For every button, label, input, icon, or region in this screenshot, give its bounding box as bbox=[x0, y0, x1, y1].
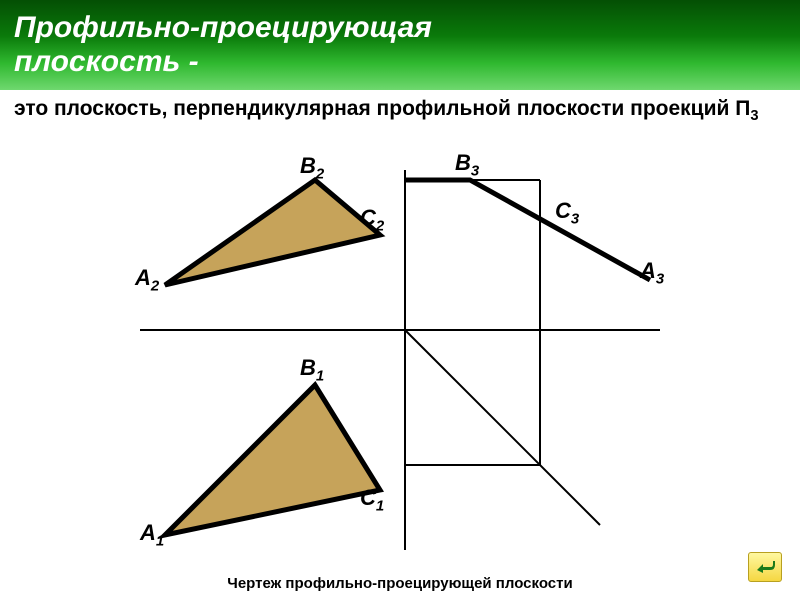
label-C2-sub: 2 bbox=[376, 217, 384, 234]
definition-text: это плоскость, перпендикулярная профильн… bbox=[0, 90, 800, 126]
diagram-caption: Чертеж профильно-проецирующей плоскости bbox=[0, 575, 800, 592]
label-B1: B1 bbox=[300, 355, 324, 384]
label-C1-sub: 1 bbox=[376, 497, 384, 514]
diagram-svg bbox=[0, 150, 800, 570]
label-A3: A3 bbox=[640, 258, 664, 287]
return-icon bbox=[753, 558, 777, 576]
label-A2-letter: A bbox=[135, 265, 151, 290]
label-B2: B2 bbox=[300, 153, 324, 182]
bottom-triangle-horizontal bbox=[165, 385, 380, 535]
return-button[interactable] bbox=[748, 552, 782, 582]
label-C3: C3 bbox=[555, 198, 579, 227]
top-triangle-frontal bbox=[165, 180, 380, 285]
label-A3-sub: 3 bbox=[656, 270, 664, 287]
label-B2-sub: 2 bbox=[316, 165, 324, 182]
label-C1-letter: C bbox=[360, 485, 376, 510]
label-B3-letter: B bbox=[455, 150, 471, 175]
label-A3-letter: A bbox=[640, 258, 656, 283]
label-B1-sub: 1 bbox=[316, 367, 324, 384]
label-B1-letter: B bbox=[300, 355, 316, 380]
label-C2: C2 bbox=[360, 205, 384, 234]
slide-header: Профильно-проецирующая плоскость - bbox=[0, 0, 800, 90]
definition-main: это плоскость, перпендикулярная профильн… bbox=[14, 97, 750, 120]
label-A1-sub: 1 bbox=[156, 532, 164, 549]
profile-trace bbox=[405, 180, 650, 280]
label-A1: A1 bbox=[140, 520, 164, 549]
label-C3-letter: C bbox=[555, 198, 571, 223]
slide-title: Профильно-проецирующая плоскость - bbox=[14, 11, 432, 80]
label-B3-sub: 3 bbox=[471, 162, 479, 179]
label-C2-letter: C bbox=[360, 205, 376, 230]
label-B2-letter: B bbox=[300, 153, 316, 178]
label-A2: A2 bbox=[135, 265, 159, 294]
diagram: A2B2C2B3C3A3B1C1A1 bbox=[0, 150, 800, 570]
label-A2-sub: 2 bbox=[151, 277, 159, 294]
label-C1: C1 bbox=[360, 485, 384, 514]
caption-text: Чертеж профильно-проецирующей плоскости bbox=[227, 575, 572, 592]
title-line-1: Профильно-проецирующая bbox=[14, 11, 432, 44]
construction-line-4 bbox=[405, 330, 600, 525]
label-A1-letter: A bbox=[140, 520, 156, 545]
label-C3-sub: 3 bbox=[571, 210, 579, 227]
label-B3: B3 bbox=[455, 150, 479, 179]
definition-sub: 3 bbox=[750, 108, 758, 124]
title-line-2: плоскость - bbox=[14, 45, 199, 78]
